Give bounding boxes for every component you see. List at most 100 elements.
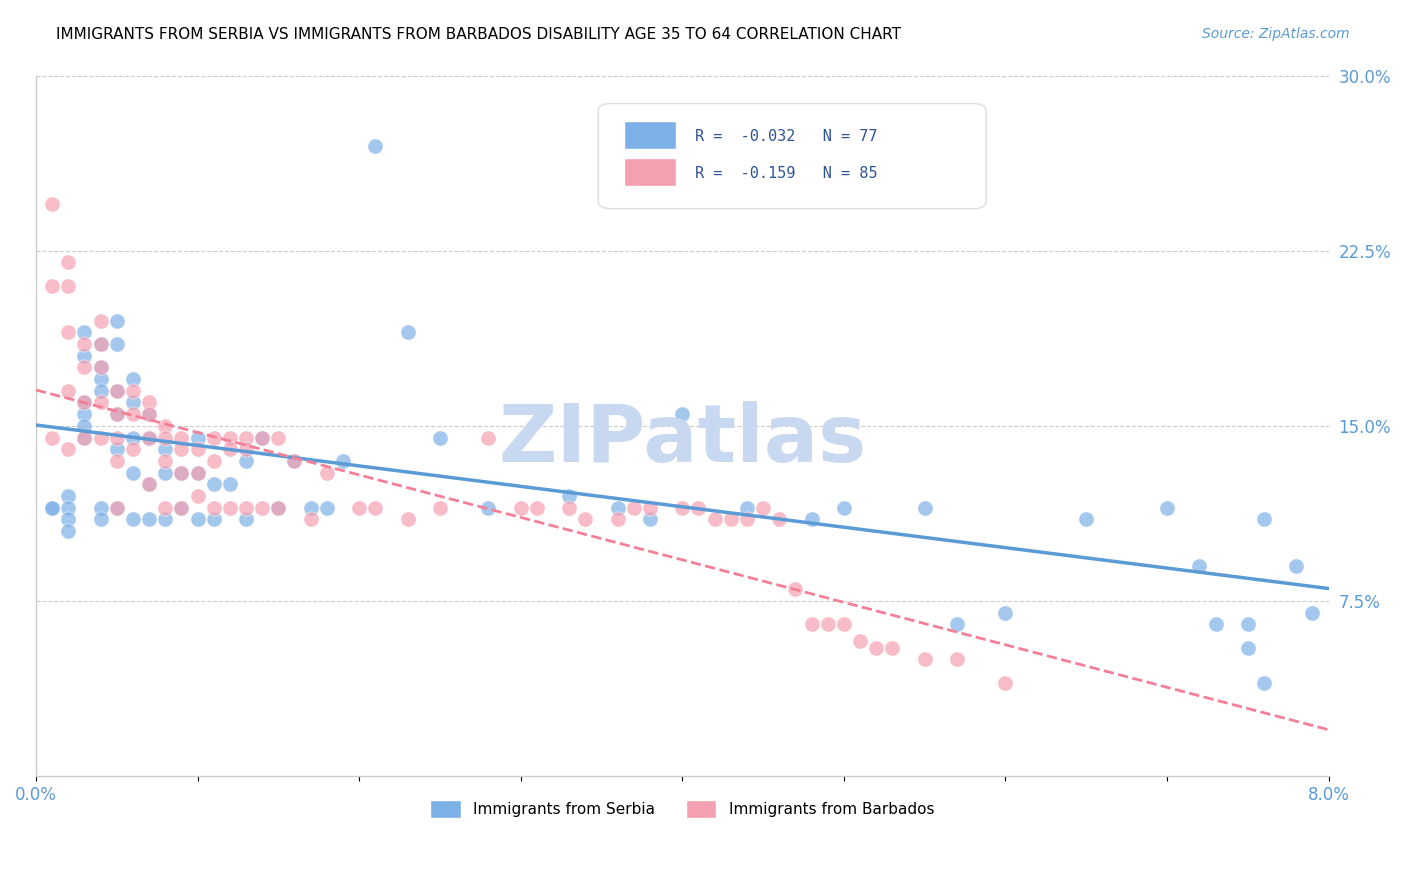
Point	[865, 640, 887, 655]
Point	[202, 477, 225, 491]
Point	[186, 466, 208, 480]
Point	[155, 512, 177, 526]
Point	[671, 500, 693, 515]
Point	[283, 454, 305, 468]
Point	[574, 512, 596, 526]
Point	[347, 21, 370, 36]
Point	[671, 407, 693, 421]
Point	[946, 652, 969, 666]
Point	[170, 500, 193, 515]
Point	[202, 500, 225, 515]
Point	[90, 430, 112, 444]
Point	[90, 337, 112, 351]
Point	[752, 500, 775, 515]
Point	[558, 489, 581, 503]
Point	[477, 430, 499, 444]
Point	[638, 500, 661, 515]
Point	[122, 466, 145, 480]
Point	[235, 442, 257, 457]
Point	[58, 326, 80, 340]
Point	[202, 430, 225, 444]
Point	[138, 407, 160, 421]
Point	[122, 430, 145, 444]
Point	[396, 326, 419, 340]
Point	[170, 442, 193, 457]
Point	[90, 500, 112, 515]
Point	[73, 349, 96, 363]
Point	[235, 430, 257, 444]
Point	[170, 466, 193, 480]
Point	[73, 418, 96, 433]
Point	[90, 314, 112, 328]
Point	[914, 500, 936, 515]
Point	[90, 360, 112, 375]
Point	[105, 384, 128, 398]
Point	[105, 384, 128, 398]
Point	[364, 500, 387, 515]
FancyBboxPatch shape	[599, 103, 986, 209]
Point	[138, 477, 160, 491]
Point	[1237, 617, 1260, 632]
Point	[882, 640, 904, 655]
Point	[832, 617, 855, 632]
Point	[155, 418, 177, 433]
Point	[122, 442, 145, 457]
Point	[138, 477, 160, 491]
Point	[58, 500, 80, 515]
Point	[90, 395, 112, 409]
Point	[703, 512, 725, 526]
Point	[41, 278, 63, 293]
Point	[73, 407, 96, 421]
Point	[90, 360, 112, 375]
Point	[58, 278, 80, 293]
Point	[73, 395, 96, 409]
Point	[250, 430, 273, 444]
Point	[364, 138, 387, 153]
Point	[267, 500, 290, 515]
Point	[994, 606, 1017, 620]
Point	[509, 500, 531, 515]
Point	[768, 512, 790, 526]
Point	[90, 337, 112, 351]
Point	[186, 489, 208, 503]
Point	[122, 407, 145, 421]
Point	[817, 617, 839, 632]
Text: R =  -0.159   N = 85: R = -0.159 N = 85	[695, 166, 877, 181]
Point	[105, 442, 128, 457]
Point	[122, 512, 145, 526]
Point	[1285, 559, 1308, 574]
Point	[914, 652, 936, 666]
Point	[155, 466, 177, 480]
Point	[41, 500, 63, 515]
Point	[105, 407, 128, 421]
Text: Source: ZipAtlas.com: Source: ZipAtlas.com	[1202, 27, 1350, 41]
Point	[122, 384, 145, 398]
Point	[41, 500, 63, 515]
Point	[267, 500, 290, 515]
Point	[155, 500, 177, 515]
Point	[58, 384, 80, 398]
Point	[720, 512, 742, 526]
Point	[477, 500, 499, 515]
Point	[186, 442, 208, 457]
Point	[105, 500, 128, 515]
Point	[235, 512, 257, 526]
Point	[105, 454, 128, 468]
Point	[994, 675, 1017, 690]
Point	[638, 512, 661, 526]
Point	[1188, 559, 1211, 574]
Point	[283, 454, 305, 468]
Point	[58, 255, 80, 269]
Point	[41, 197, 63, 211]
Point	[73, 430, 96, 444]
Point	[73, 395, 96, 409]
Point	[73, 326, 96, 340]
Point	[105, 337, 128, 351]
Point	[1076, 512, 1098, 526]
Text: R =  -0.032   N = 77: R = -0.032 N = 77	[695, 129, 877, 144]
Point	[250, 500, 273, 515]
Text: IMMIGRANTS FROM SERBIA VS IMMIGRANTS FROM BARBADOS DISABILITY AGE 35 TO 64 CORRE: IMMIGRANTS FROM SERBIA VS IMMIGRANTS FRO…	[56, 27, 901, 42]
Bar	[624, 158, 676, 186]
Point	[155, 454, 177, 468]
Point	[105, 500, 128, 515]
